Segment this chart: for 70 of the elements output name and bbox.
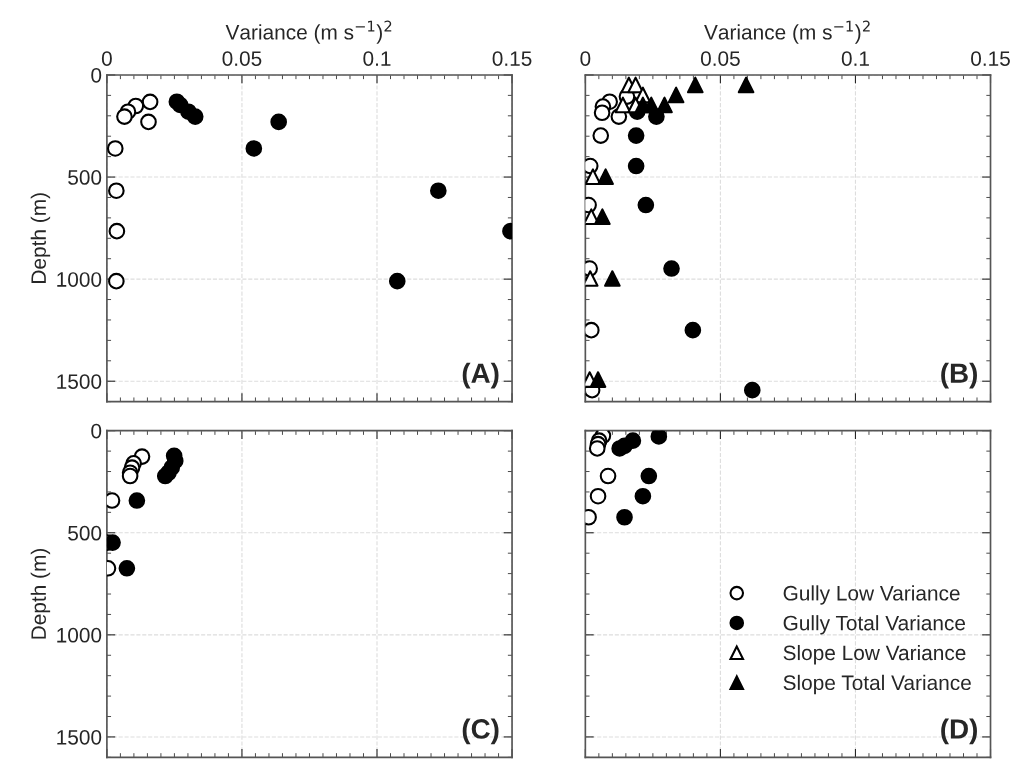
x-tick-label: 0.05	[222, 51, 262, 66]
point	[589, 487, 607, 505]
x-tick-label: 0.1	[363, 51, 391, 66]
point	[604, 270, 621, 287]
point	[599, 467, 617, 485]
x-tick-label: 0.15	[492, 51, 532, 66]
point	[270, 113, 287, 131]
point	[245, 140, 263, 157]
point	[594, 208, 611, 225]
x-tick-label: 0	[580, 51, 591, 66]
point	[108, 222, 126, 240]
y-tick-label: 500	[68, 525, 102, 541]
legend-label: Gully Low Variance	[783, 585, 960, 605]
point	[686, 76, 704, 94]
point	[592, 127, 610, 144]
point	[128, 492, 146, 509]
legend-label: Slope Total Variance	[783, 674, 971, 695]
y-tick-label: 1500	[57, 729, 102, 745]
y-tick-label: 1000	[57, 272, 102, 287]
point	[186, 108, 204, 125]
point	[637, 196, 655, 214]
point	[640, 467, 658, 485]
annotation: (D)	[941, 718, 977, 745]
y-tick-label: 1500	[57, 374, 102, 389]
point	[593, 104, 611, 122]
point	[650, 430, 668, 445]
point	[108, 272, 125, 290]
point	[388, 272, 406, 290]
x-tick-label: 0.1	[841, 51, 869, 66]
point	[429, 182, 447, 200]
y-axis-title: Depth (m)	[30, 549, 51, 639]
point	[663, 260, 680, 277]
x-tick-label: 0.05	[700, 51, 740, 66]
x-axis-title: Variance (m s$^{−1}$)$^{2}$	[704, 20, 870, 44]
point	[611, 440, 628, 457]
x-tick-label: 0.15	[971, 51, 1010, 66]
point	[141, 93, 159, 111]
y-tick-label: 500	[68, 170, 102, 185]
point	[614, 96, 632, 114]
point	[597, 168, 614, 185]
point	[743, 381, 761, 399]
point	[667, 86, 685, 104]
point	[627, 127, 645, 144]
legend-label: Slope Low Variance	[783, 644, 966, 665]
point	[108, 182, 125, 200]
point	[140, 113, 157, 131]
annotation: (A)	[462, 362, 499, 389]
annotation: (B)	[941, 362, 977, 389]
point	[589, 371, 607, 388]
point	[118, 559, 136, 577]
point	[156, 467, 174, 485]
point	[634, 487, 652, 505]
point	[616, 508, 633, 526]
point	[106, 140, 124, 157]
point	[627, 157, 645, 175]
point	[737, 76, 755, 94]
legend-label: Gully Total Variance	[783, 615, 966, 635]
y-axis-title: Depth (m)	[30, 193, 51, 283]
point	[656, 96, 673, 114]
point	[585, 168, 602, 185]
y-tick-label: 1000	[57, 627, 102, 643]
point	[585, 321, 600, 339]
point	[588, 440, 606, 457]
y-tick-label: 0	[91, 67, 102, 83]
y-tick-label: 0	[91, 423, 102, 439]
point	[116, 108, 133, 125]
point	[684, 321, 702, 339]
annotation: (C)	[462, 718, 499, 745]
x-axis-title: Variance (m s$^{−1}$)$^{2}$	[225, 20, 392, 44]
x-tick-label: 0	[101, 51, 112, 66]
